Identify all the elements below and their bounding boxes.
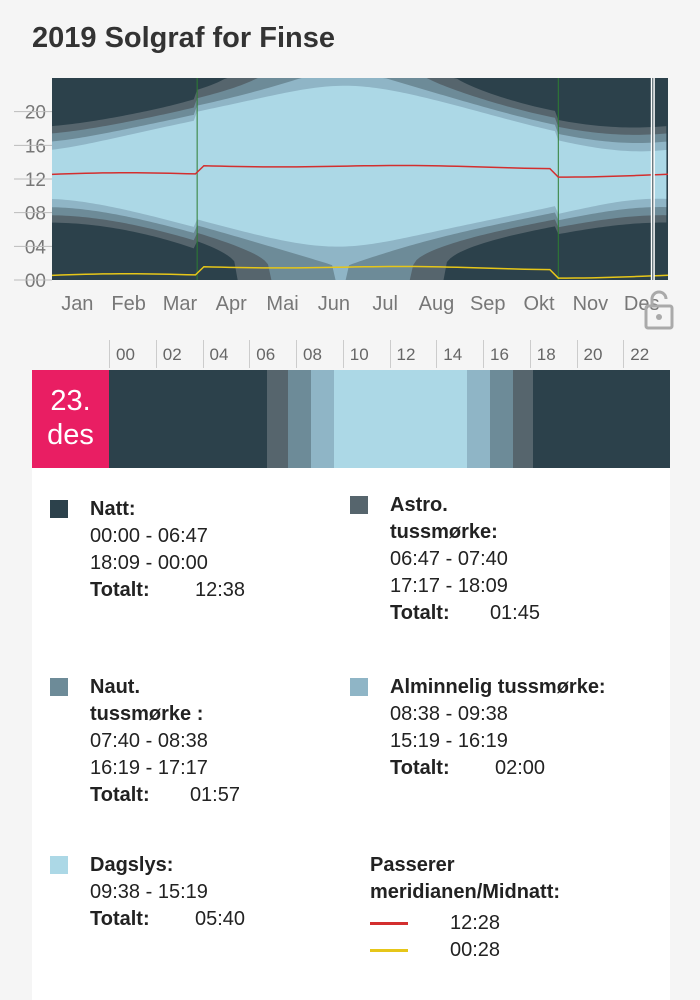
y-tick-label: 16	[25, 136, 46, 157]
date-day: 23.	[50, 385, 91, 417]
y-tick-label: 20	[25, 103, 46, 124]
legend-panel: Natt: 00:00 - 06:47 18:09 - 00:00 Totalt: 12…	[32, 468, 670, 1000]
day-segment	[334, 370, 468, 468]
time-range: 16:19 - 17:17	[90, 757, 208, 779]
hour-tick: 08	[296, 340, 322, 368]
legend-night: Natt: 00:00 - 06:47 18:09 - 00:00 Totalt: 12…	[50, 496, 246, 604]
legend-title: Natt:	[90, 498, 136, 520]
hour-tick: 16	[483, 340, 509, 368]
naut-swatch	[50, 678, 68, 696]
night-segment	[533, 370, 671, 468]
meridian-line	[51, 164, 669, 178]
hour-tick: 20	[576, 340, 602, 368]
total-value: 02:00	[495, 757, 546, 779]
civil-segment	[310, 370, 335, 468]
legend-astro: Astro. tussmørke: 06:47 - 07:40 17:17 - 18…	[350, 492, 540, 627]
time-range: 17:17 - 18:09	[390, 575, 508, 597]
hour-tick: 18	[529, 340, 556, 368]
time-range: 06:47 - 07:40	[390, 548, 508, 570]
page-title: 2019 Solgraf for Finse	[32, 22, 335, 54]
legend-title: Astro. tussmørke:	[390, 494, 498, 543]
total-value: 01:45	[489, 602, 540, 624]
x-tick-label: Nov	[573, 293, 609, 315]
astro-segment	[267, 370, 289, 468]
hour-tick: 06	[249, 340, 275, 368]
x-tick-label: Mai	[266, 293, 298, 315]
midnight-line-swatch	[370, 949, 408, 953]
total-value: 05:40	[195, 908, 246, 930]
y-tick-label: 04	[25, 237, 47, 258]
time-range: 18:09 - 00:00	[90, 552, 208, 574]
x-tick-label: Jan	[61, 293, 93, 315]
astro-swatch	[350, 496, 368, 514]
x-tick-label: Mar	[163, 293, 198, 315]
naut-segment	[288, 370, 312, 468]
hour-tick: 12	[389, 340, 415, 368]
legend-meridian: Passerer meridianen/Midnatt: 12:28 00:28	[370, 852, 610, 964]
hour-tick: 00	[109, 340, 135, 368]
x-tick-label: Aug	[419, 293, 455, 315]
total-value: 12:38	[195, 579, 246, 601]
hour-tick: 22	[623, 340, 649, 368]
night-segment	[109, 370, 268, 468]
time-range: 07:40 - 08:38	[90, 730, 208, 752]
midnight-time: 00:28	[450, 939, 501, 961]
sun-graph[interactable]: 20 16 12 08 04 00 Jan Feb Mar Apr Mai Jun Jul Aug Sep O…	[0, 70, 700, 340]
day-swatch	[50, 856, 68, 874]
y-tick-label: 00	[25, 271, 46, 292]
lock-open-icon	[644, 290, 674, 330]
total-label: Totalt:	[390, 757, 450, 779]
legend-title: Alminnelig tussmørke:	[390, 676, 606, 698]
x-tick-label: Sep	[470, 293, 506, 315]
hour-tick: 10	[342, 340, 369, 368]
hour-tick: 02	[155, 340, 182, 368]
legend-naut: Naut. tussmørke : 07:40 - 08:38 16:19 - 17…	[50, 674, 240, 809]
x-tick-label: Jul	[372, 293, 398, 315]
total-label: Totalt:	[390, 602, 450, 624]
total-value: 01:57	[189, 784, 240, 806]
total-label: Totalt:	[90, 908, 150, 930]
hour-tick: 04	[202, 340, 228, 368]
legend-title: Passerer meridianen/Midnatt:	[370, 854, 561, 903]
time-range: 09:38 - 15:19	[90, 881, 208, 903]
civil-segment	[467, 370, 491, 468]
time-range: 00:00 - 06:47	[90, 525, 208, 547]
legend-title: Naut. tussmørke :	[90, 676, 204, 725]
midnight-line	[51, 265, 669, 279]
astro-segment	[512, 370, 534, 468]
x-tick-label: Okt	[523, 293, 555, 315]
meridian-line-swatch	[370, 922, 408, 926]
legend-day: Dagslys: 09:38 - 15:19 Totalt: 05:40	[50, 852, 246, 933]
total-label: Totalt:	[90, 784, 150, 806]
legend-title: Dagslys:	[90, 854, 174, 876]
civil-swatch	[350, 678, 368, 696]
selected-date: 23. des	[32, 370, 109, 468]
y-tick-label: 12	[25, 170, 46, 191]
date-month: des	[47, 419, 94, 451]
time-range: 08:38 - 09:38	[390, 703, 508, 725]
hour-tick: 14	[436, 340, 462, 368]
legend-civil: Alminnelig tussmørke: 08:38 - 09:38 15:19 …	[350, 674, 606, 782]
total-label: Totalt:	[90, 579, 150, 601]
x-tick-label: Apr	[216, 293, 247, 315]
x-tick-label: Feb	[111, 293, 145, 315]
naut-segment	[490, 370, 514, 468]
y-tick-label: 08	[25, 204, 46, 225]
x-tick-label: Jun	[318, 293, 350, 315]
noon-time: 12:28	[450, 912, 501, 934]
time-range: 15:19 - 16:19	[390, 730, 508, 752]
night-swatch	[50, 500, 68, 518]
